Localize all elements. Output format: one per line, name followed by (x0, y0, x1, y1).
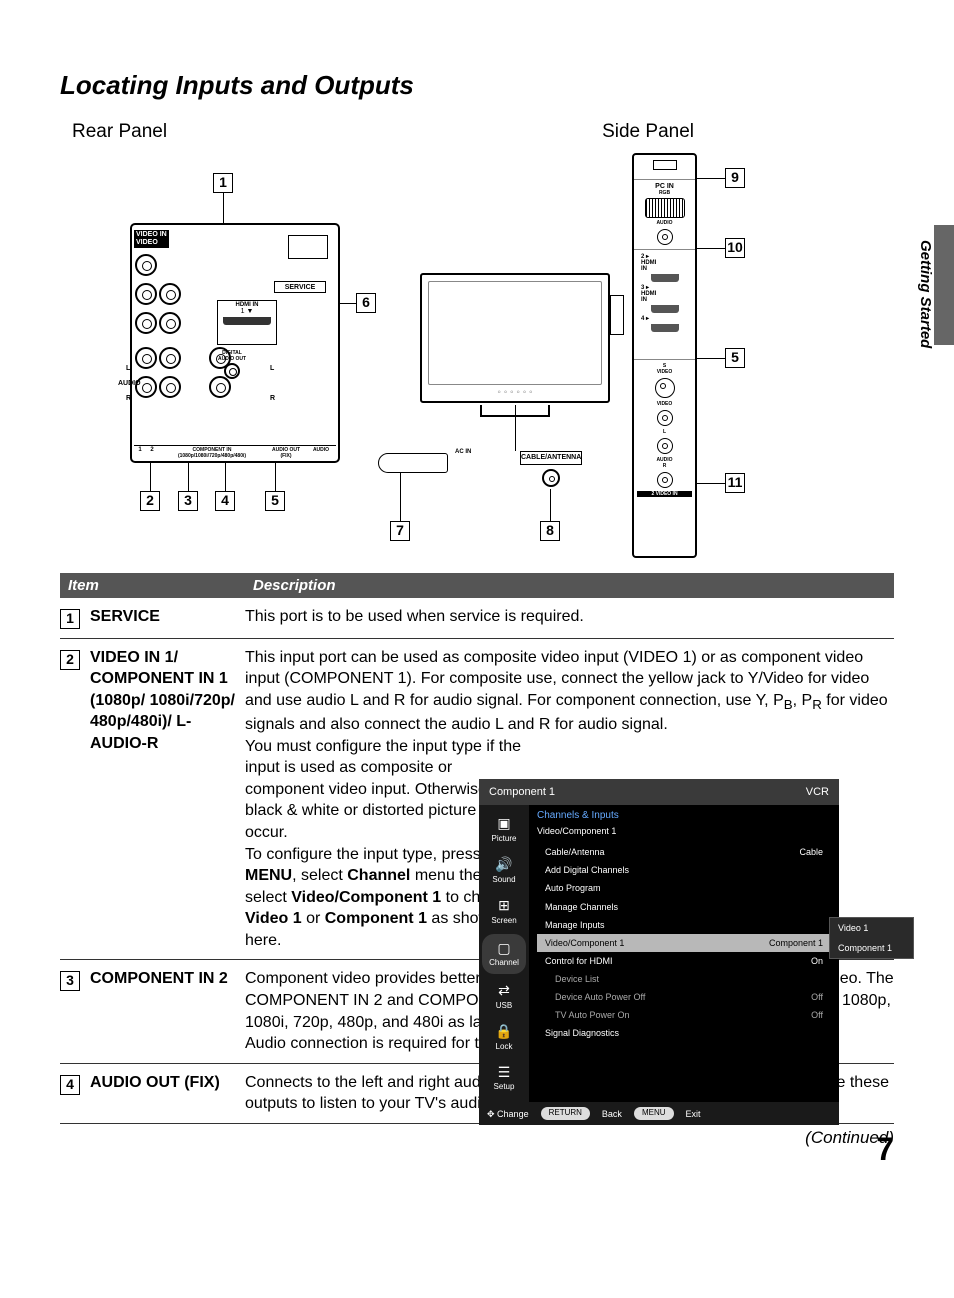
cable-antenna-label: CABLE/ANTENNA (520, 451, 582, 465)
lbl-pc-audio: AUDIO (637, 220, 692, 226)
lbl-1: 1 (134, 445, 146, 459)
rear-panel-diagram: VIDEO IN VIDEO L AUDIO R L R SERVICE HDM… (130, 223, 340, 463)
service-port: SERVICE (274, 281, 326, 293)
menu-popup: Video 1 Component 1 (829, 917, 914, 959)
callout-1: 1 (213, 173, 233, 193)
callout-10: 10 (725, 238, 745, 258)
lbl-svideo: S VIDEO (637, 363, 692, 375)
lbl-R: R (126, 395, 131, 402)
lbl-audio: AUDIO (118, 380, 141, 387)
lbl-L2: L (270, 365, 274, 372)
diagram: 1 2 3 4 5 6 7 8 9 10 5 11 VIDEO IN VIDEO (60, 153, 894, 553)
lbl-R2: R (270, 395, 275, 402)
page-title: Locating Inputs and Outputs (60, 70, 894, 101)
lbl-2: 2 (146, 445, 158, 459)
callout-2: 2 (140, 491, 160, 511)
rear-panel-label: Rear Panel (72, 121, 167, 143)
lbl-pcin: PC IN (637, 183, 692, 190)
menu-screenshot: Component 1VCR ▣Picture 🔊Sound ⊞Screen ▢… (479, 779, 839, 1125)
cable-antenna-jack (542, 469, 560, 487)
lbl-component-in: COMPONENT IN (1080p/1080i/720p/480p/480i… (158, 445, 266, 459)
ac-label: AC IN (455, 449, 471, 455)
callout-7: 7 (390, 521, 410, 541)
lbl-L: L (126, 365, 130, 372)
callout-3: 3 (178, 491, 198, 511)
lbl-audio-out: AUDIO OUT (FIX) (266, 445, 306, 459)
video-in-label: VIDEO IN VIDEO (134, 230, 169, 248)
lbl-audio2: AUDIO (306, 445, 336, 459)
section-name: Getting Started (917, 240, 934, 348)
callout-11: 11 (725, 473, 745, 493)
digital-audio-out: DIGITAL AUDIO OUT (217, 350, 247, 380)
tv-outline: ◦ ◦ ◦ ◦ ◦ ◦ (420, 273, 610, 403)
hdmi-in-box: HDMI IN 1 ▼ (217, 300, 277, 345)
page-number: 7 (876, 1131, 894, 1168)
lbl-rgb: RGB (637, 190, 692, 196)
th-item: Item (68, 577, 253, 594)
callout-5: 5 (265, 491, 285, 511)
table-row: 1 SERVICE This port is to be used when s… (60, 598, 894, 639)
callout-8: 8 (540, 521, 560, 541)
table-row: 2 VIDEO IN 1/ COMPONENT IN 1 (1080p/ 108… (60, 639, 894, 961)
callout-5b: 5 (725, 348, 745, 368)
callout-9: 9 (725, 168, 745, 188)
callout-4: 4 (215, 491, 235, 511)
callout-6: 6 (356, 293, 376, 313)
ac-plug (378, 453, 448, 473)
section-tab (934, 225, 954, 345)
side-panel-label: Side Panel (602, 121, 694, 143)
continued-label: (Continued) (60, 1128, 894, 1148)
io-table: Item Description 1 SERVICE This port is … (60, 573, 894, 1124)
th-desc: Description (253, 577, 336, 594)
lbl-video: VIDEO (637, 401, 692, 407)
side-panel-diagram: PC IN RGB AUDIO 2 ▸ HDMI IN 3 ▸ HDMI IN … (632, 153, 697, 558)
